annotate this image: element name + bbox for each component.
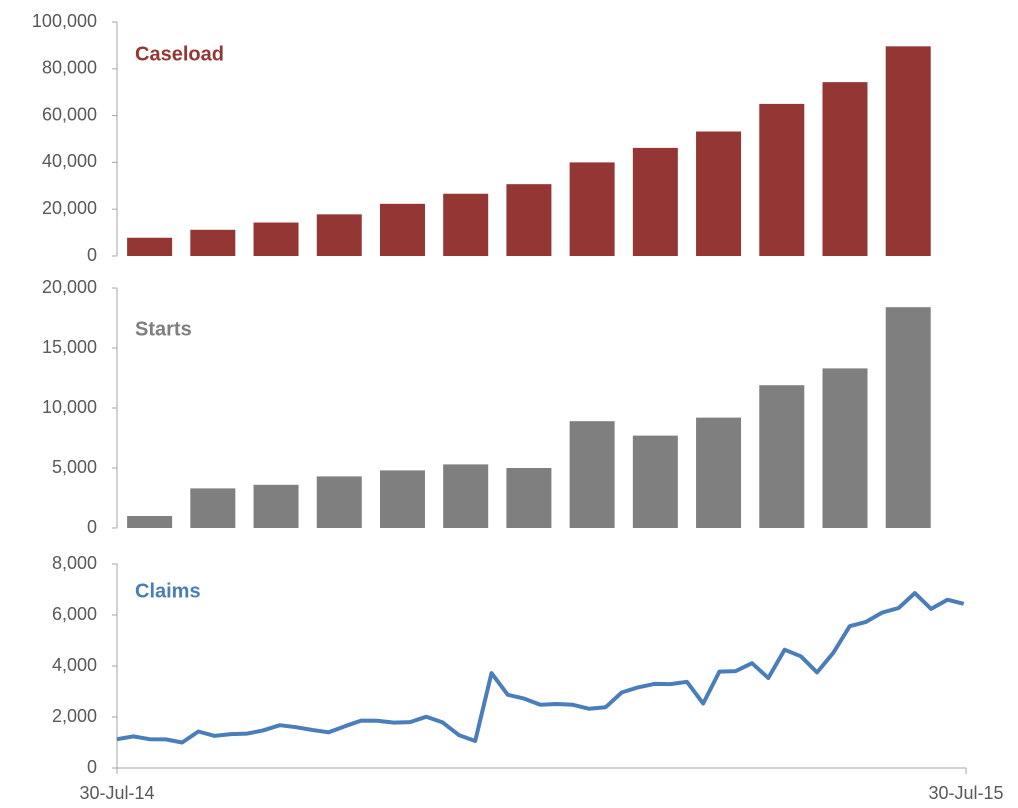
bar — [696, 417, 742, 528]
bar — [379, 203, 425, 256]
bar — [759, 385, 805, 528]
line — [116, 591, 965, 745]
bar — [316, 476, 362, 528]
bar — [696, 131, 742, 256]
panel-title: Claims — [135, 580, 201, 602]
y-tick-label: 0 — [87, 757, 97, 777]
bar — [569, 162, 615, 256]
y-tick-label: 0 — [87, 245, 97, 265]
bar — [127, 516, 173, 528]
bar — [190, 229, 236, 256]
bar — [885, 46, 931, 256]
y-tick-label: 60,000 — [42, 104, 97, 124]
bar — [759, 103, 805, 257]
bar — [822, 368, 868, 528]
bar — [190, 488, 236, 528]
y-tick-label: 8,000 — [52, 553, 97, 573]
bar — [506, 468, 552, 528]
y-tick-label: 80,000 — [42, 58, 97, 78]
y-tick-label: 10,000 — [42, 397, 97, 417]
bar — [443, 193, 489, 256]
panel-title: Caseload — [135, 43, 224, 65]
y-tick-label: 40,000 — [42, 151, 97, 171]
bar — [127, 237, 173, 256]
y-tick-label: 2,000 — [52, 706, 97, 726]
y-tick-label: 0 — [87, 517, 97, 537]
y-tick-label: 20,000 — [42, 198, 97, 218]
bar — [569, 421, 615, 528]
y-tick-label: 15,000 — [42, 337, 97, 357]
panel-title: Starts — [135, 318, 192, 340]
bar — [443, 464, 489, 528]
y-tick-label: 6,000 — [52, 604, 97, 624]
y-tick-label: 100,000 — [32, 11, 97, 31]
bar — [632, 435, 678, 528]
bar — [253, 484, 299, 528]
x-tick-label: 30-Jul-14 — [79, 783, 154, 803]
bar — [822, 82, 868, 256]
y-tick-label: 5,000 — [52, 457, 97, 477]
y-tick-label: 20,000 — [42, 277, 97, 297]
bar — [885, 307, 931, 528]
bar — [316, 214, 362, 256]
bar — [379, 470, 425, 528]
bar — [253, 222, 299, 256]
y-tick-label: 4,000 — [52, 655, 97, 675]
bar — [632, 147, 678, 256]
x-tick-label: 30-Jul-15 — [928, 783, 1003, 803]
bar — [506, 184, 552, 256]
